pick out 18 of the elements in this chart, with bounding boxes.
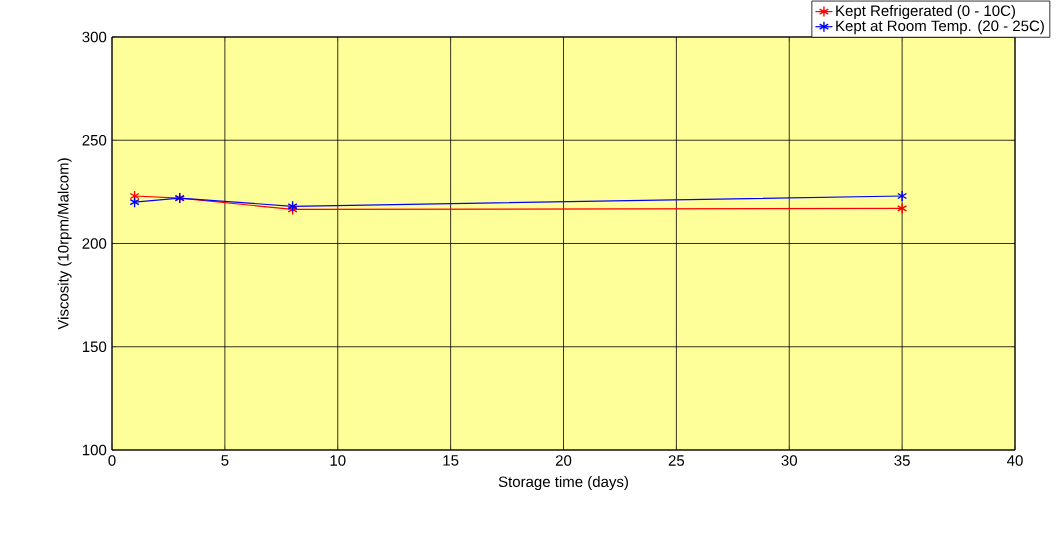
x-axis-title: Storage time (days): [498, 476, 628, 490]
legend-label: Kept Refrigerated (0 - 10C): [836, 5, 1015, 20]
x-tick-label: 10: [330, 455, 346, 466]
x-tick-label: 35: [894, 455, 910, 466]
x-tick-label: 20: [555, 455, 572, 466]
x-tick-label: 30: [781, 455, 798, 466]
y-tick-label: 150: [82, 341, 107, 353]
y-tick-label: 250: [82, 134, 107, 146]
x-tick-label: 25: [668, 455, 685, 466]
x-tick-label: 0: [108, 455, 116, 466]
y-tick-label: 200: [82, 238, 107, 249]
legend-label: Kept at Room Temp. (20 - 25C): [836, 20, 1044, 35]
x-tick-label: 15: [443, 455, 459, 466]
x-tick-label: 5: [221, 455, 229, 466]
y-tick-label: 100: [82, 444, 107, 456]
x-tick-label: 40: [1007, 455, 1023, 466]
y-axis-title: Viscosity (10rpm/Malcom): [57, 158, 72, 330]
y-tick-label: 300: [82, 31, 107, 43]
